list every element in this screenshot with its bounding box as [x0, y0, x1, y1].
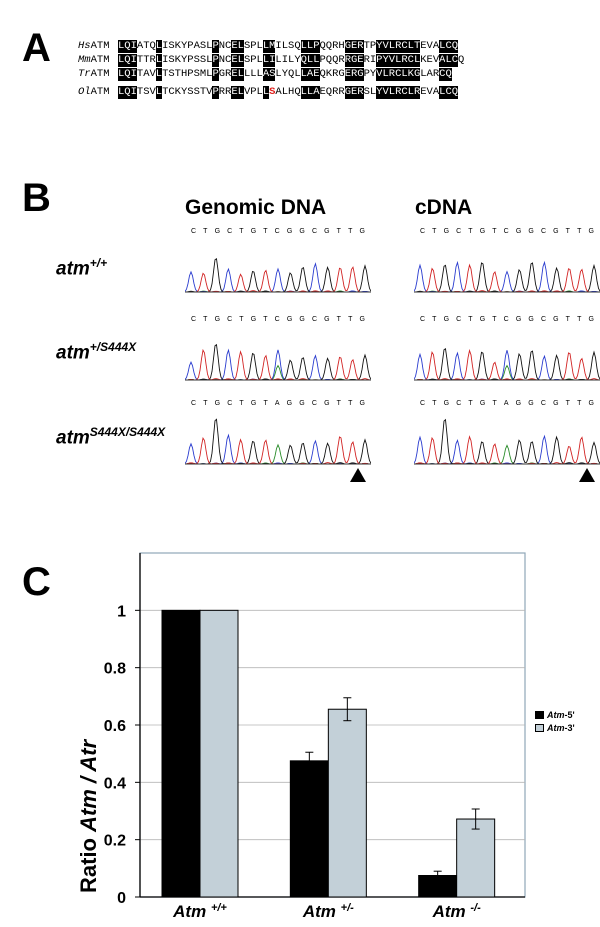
- y-tick-label: 0.4: [104, 775, 126, 792]
- alignment-row: TrATM LQITAVLTSTHPSMLPGRELLLLASLYQLLAEQKR…: [78, 68, 452, 81]
- protein-sequence: LQITAVLTSTHPSMLPGRELLLLASLYQLLAEQKRGERGP…: [118, 68, 452, 81]
- bar-5prime: [161, 609, 201, 898]
- genotype-label-hom: atmS444X/S444X: [56, 425, 166, 449]
- x-category-label: Atm +/-: [302, 902, 354, 921]
- alignment-row: HsATM LQIATQLISKYPASLPNCELSPLLMILSQLLPQQR…: [78, 40, 458, 53]
- protein-sequence: LQITSVLTCKYSSTVPRRELVPLLSALHQLLAEQRRGERS…: [118, 86, 459, 99]
- bar-3prime: [456, 818, 496, 898]
- protein-sequence: LQIATQLISKYPASLPNCELSPLLMILSQLLPQQRHGERT…: [118, 40, 459, 53]
- species-name: HsATM: [78, 40, 110, 52]
- chart-legend: Atm -5' Atm -3': [535, 710, 575, 736]
- legend-swatch-5prime: [535, 711, 544, 719]
- species-name: OlATM: [78, 86, 110, 98]
- cdna-header: cDNA: [415, 196, 473, 219]
- legend-swatch-3prime: [535, 724, 544, 732]
- protein-sequence: LQITTRLISKYPSSLPNCELSPLLILILYQLLPQQRRGER…: [118, 54, 465, 67]
- y-tick-label: 0.2: [104, 833, 126, 850]
- alignment-row: OlATM LQITSVLTCKYSSTVPRRELVPLLSALHQLLAEQR…: [78, 86, 458, 99]
- x-category-label: Atm -/-: [432, 902, 482, 921]
- y-tick-label: 0: [117, 890, 126, 907]
- alignment-row: MmATM LQITTRLISKYPSSLPNCELSPLLILILYQLLPQQ…: [78, 54, 464, 67]
- species-name: TrATM: [78, 68, 110, 80]
- legend-item-3prime: Atm -3': [535, 723, 575, 733]
- genotype-label-wt: atm+/+: [56, 256, 108, 280]
- panel-b-label: B: [22, 176, 51, 220]
- y-tick-label: 1: [117, 603, 126, 620]
- mutation-site-icon: [579, 468, 595, 482]
- genotype-label-het: atm+/S444X: [56, 340, 137, 364]
- x-category-label: Atm +/+: [172, 902, 227, 921]
- bar-3prime: [199, 609, 239, 898]
- panel-a-label: A: [22, 26, 51, 70]
- mutation-site-icon: [350, 468, 366, 482]
- genomic-dna-header: Genomic DNA: [185, 196, 327, 219]
- species-name: MmATM: [78, 54, 110, 66]
- y-tick-label: 0.6: [104, 718, 126, 735]
- legend-item-5prime: Atm -5': [535, 710, 575, 720]
- bar-5prime: [289, 760, 329, 898]
- panel-c-label: C: [22, 560, 51, 604]
- bar-3prime: [327, 708, 367, 898]
- y-axis-title: Ratio Atm / Atr: [76, 739, 101, 893]
- plot-area: [139, 552, 526, 898]
- y-tick-label: 0.8: [104, 661, 126, 678]
- bar-5prime: [418, 875, 458, 898]
